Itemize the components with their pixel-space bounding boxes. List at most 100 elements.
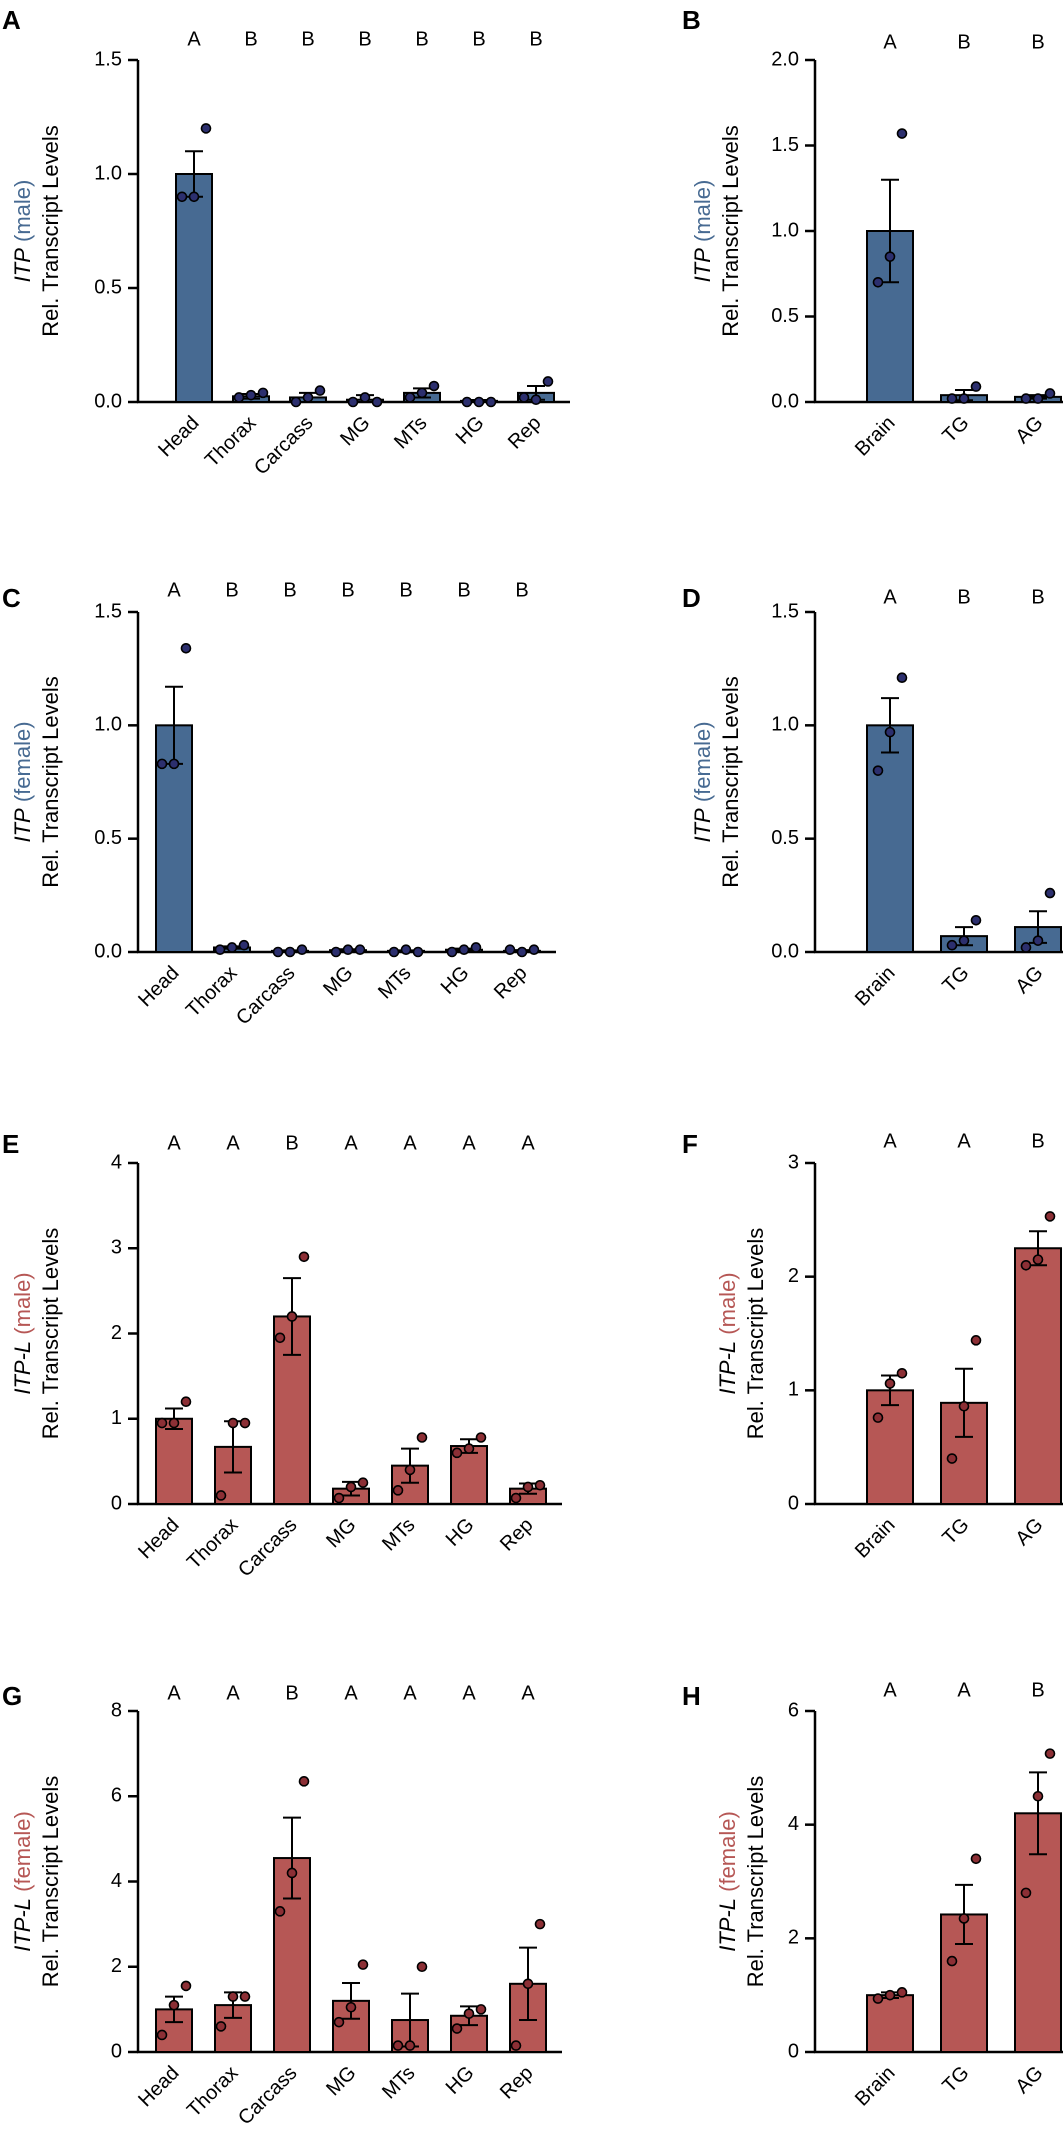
y-tick-label: 1.0 xyxy=(94,162,122,184)
data-point xyxy=(473,396,485,408)
gene-name: ITP xyxy=(690,808,715,843)
data-point xyxy=(214,944,226,956)
data-point xyxy=(227,1417,239,1429)
data-point xyxy=(1044,388,1056,399)
y-tick-label: 2.0 xyxy=(771,48,799,70)
significance-letter: A xyxy=(403,1132,417,1154)
x-tick-label: Head xyxy=(134,2062,183,2111)
significance-letter: B xyxy=(358,28,371,50)
significance-letter: B xyxy=(1031,31,1044,53)
x-tick-label: Head xyxy=(154,412,203,461)
data-point xyxy=(1032,393,1044,404)
x-tick-label: TG xyxy=(938,412,973,447)
panel-label: G xyxy=(2,1681,22,1711)
x-tick-label: Brain xyxy=(851,1514,900,1563)
y-axis-title: Rel. Transcript Levels xyxy=(718,125,743,337)
data-point xyxy=(1044,887,1056,899)
data-point xyxy=(1044,1748,1056,1759)
y-tick-label: 2 xyxy=(111,1322,122,1344)
significance-letter: B xyxy=(457,579,470,601)
panel-f: F 0 1 2 3 ITP-L (male) Rel. Transcript Levels A… xyxy=(682,1129,1063,1563)
significance-letter: A xyxy=(167,579,181,601)
x-tick-label: HG xyxy=(452,412,489,449)
y-axis-gene-label: ITP-L (male) xyxy=(715,1272,740,1394)
data-point xyxy=(180,1980,192,1992)
y-axis-title: Rel. Transcript Levels xyxy=(38,125,63,337)
data-point xyxy=(463,1443,475,1454)
data-point xyxy=(463,2008,475,2019)
data-point xyxy=(1044,1211,1056,1222)
significance-letter: A xyxy=(344,1682,358,1704)
data-point xyxy=(528,944,540,956)
data-point xyxy=(274,1332,286,1344)
significance-letter: B xyxy=(301,28,314,50)
x-tick-label: TG xyxy=(938,1514,973,1549)
y-tick-label: 0.5 xyxy=(771,827,799,849)
data-point xyxy=(1032,1790,1044,1802)
y-tick-label: 2 xyxy=(788,1265,799,1287)
x-tick-label: AG xyxy=(1012,1514,1048,1550)
gene-name: ITP-L xyxy=(715,1341,740,1395)
x-tick-label: Carcass xyxy=(234,1514,301,1581)
x-tick-label: Rep xyxy=(504,412,546,454)
gene-name: ITP-L xyxy=(715,1898,740,1952)
data-point xyxy=(314,385,326,396)
y-axis-gene-label: ITP (female) xyxy=(690,721,715,842)
x-tick-label: HG xyxy=(437,962,474,999)
data-point xyxy=(884,251,896,262)
data-point xyxy=(958,935,970,946)
significance-letter: A xyxy=(462,1132,476,1154)
y-tick-label: 0.0 xyxy=(771,940,799,962)
y-axis-title: Rel. Transcript Levels xyxy=(718,676,743,888)
y-axis-label: ITP-L (male) Rel. Transcript Levels xyxy=(715,1228,768,1440)
data-point xyxy=(958,1913,970,1924)
significance-letter: A xyxy=(521,1132,535,1154)
data-point xyxy=(884,1989,896,2001)
data-point xyxy=(1020,942,1032,953)
y-axis-gene-label: ITP-L (female) xyxy=(715,1811,740,1952)
y-axis-title: Rel. Transcript Levels xyxy=(38,1228,63,1440)
data-point xyxy=(458,944,470,956)
y-tick-label: 1.0 xyxy=(771,219,799,241)
data-point xyxy=(333,2016,345,2028)
x-tick-label: Carcass xyxy=(250,412,317,479)
data-point xyxy=(416,1961,428,1973)
x-tick-label: Carcass xyxy=(232,962,299,1029)
x-tick-label: MTs xyxy=(374,962,415,1003)
x-tick-label: Brain xyxy=(851,412,900,461)
data-point xyxy=(416,387,428,399)
data-point xyxy=(451,2023,463,2034)
y-tick-label: 0.0 xyxy=(94,390,122,412)
data-point xyxy=(168,1999,180,2011)
data-point xyxy=(392,1485,404,1496)
data-point xyxy=(416,1432,428,1443)
y-tick-label: 1 xyxy=(111,1407,122,1429)
data-point xyxy=(504,944,516,956)
data-point xyxy=(245,389,257,401)
significance-letter: B xyxy=(415,28,428,50)
significance-letter: A xyxy=(521,1682,535,1704)
x-tick-label: HG xyxy=(442,1514,479,1551)
data-point xyxy=(404,1464,416,1476)
y-tick-label: 0.5 xyxy=(94,827,122,849)
significance-letter: A xyxy=(187,28,201,50)
significance-letter: B xyxy=(285,1132,298,1154)
data-point xyxy=(233,392,245,403)
data-point xyxy=(404,392,416,403)
significance-letter: A xyxy=(883,1679,897,1701)
data-point xyxy=(946,939,958,951)
significance-letter: A xyxy=(226,1132,240,1154)
data-point xyxy=(290,396,302,408)
significance-letter: A xyxy=(403,1682,417,1704)
data-point xyxy=(896,1987,908,1998)
y-tick-label: 1.5 xyxy=(771,600,799,622)
data-point xyxy=(359,392,371,403)
data-point xyxy=(404,2040,416,2051)
data-point xyxy=(518,392,530,403)
data-point xyxy=(357,1477,369,1488)
data-point xyxy=(872,1993,884,2004)
panel-label: E xyxy=(2,1129,19,1159)
data-point xyxy=(970,1335,982,1346)
data-point xyxy=(272,946,284,958)
data-point xyxy=(274,1906,286,1917)
